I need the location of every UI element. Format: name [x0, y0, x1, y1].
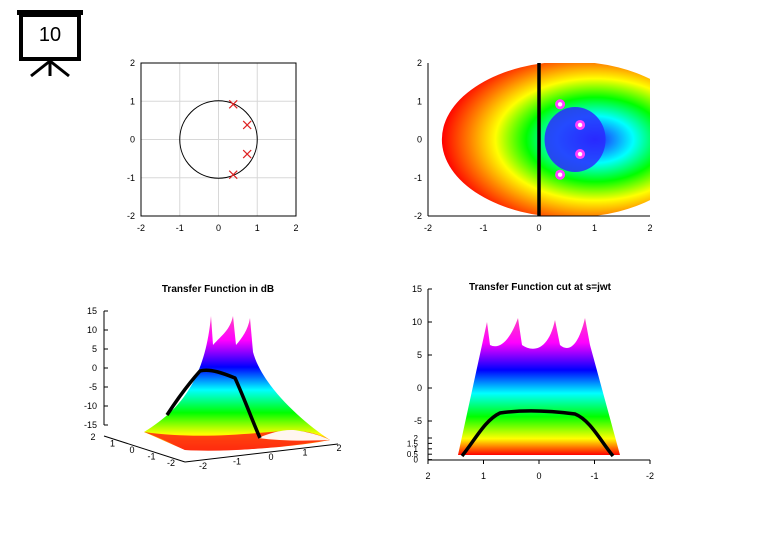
plot-frame [140, 62, 297, 217]
y-tick-label: 0 [129, 445, 134, 455]
z-tick-label: -10 [84, 401, 97, 411]
z-tick-label: 15 [87, 306, 97, 316]
chart-title: Transfer Function cut at s=jwt [469, 282, 612, 293]
cut-plot: Transfer Function cut at s=jwt151050-521… [407, 282, 654, 481]
y-tick-label: 1 [110, 439, 115, 449]
peak-point [577, 151, 583, 157]
pole-marker [242, 120, 252, 130]
pole-marker [228, 170, 238, 180]
y-tick-label: -5 [414, 416, 422, 426]
pole-stroke [242, 149, 252, 159]
z-tick-label: -5 [89, 382, 97, 392]
cut-curve [165, 368, 262, 439]
pole-marker [228, 99, 238, 109]
pole-zero-plot: -2 -1 0 1 2 -2 -1 0 1 2 [127, 58, 299, 233]
x-tick-label: 1 [302, 448, 307, 458]
z-tick-label: 0 [92, 363, 97, 373]
cut-curve [460, 409, 615, 458]
pole-stroke [228, 99, 238, 109]
surface-highlight [258, 429, 330, 441]
depth-tick-label: 1 [414, 445, 419, 454]
z-tick-label: -15 [84, 420, 97, 430]
magnitude-map: -2 -1 0 1 2 -2 -1 0 1 2 [414, 58, 653, 233]
surface-plot: Transfer Function in dB151050-5-10-15210… [84, 284, 342, 471]
x-tick-label: 0 [536, 471, 541, 481]
y-tick-label: -1 [127, 173, 135, 183]
cut-surface [458, 318, 620, 455]
x-tick-label: 0 [216, 223, 221, 233]
x-tick-label: 1 [592, 223, 597, 233]
y-tick-label: -2 [127, 211, 135, 221]
x-tick-label: -1 [233, 457, 241, 467]
y-tick-label: -1 [414, 173, 422, 183]
y-tick-label: 2 [417, 58, 422, 68]
y-tick-label: 0 [417, 383, 422, 393]
x-tick-label: -2 [137, 223, 145, 233]
peak-point [557, 102, 563, 107]
x-tick-label: -2 [424, 223, 432, 233]
z-tick-label: 5 [92, 344, 97, 354]
pole-stroke [242, 120, 252, 130]
y-tick-label: 0 [417, 135, 422, 145]
y-tick-label: -2 [167, 458, 175, 468]
x-tick-label: 1 [255, 223, 260, 233]
y-tick-label: 15 [412, 284, 422, 294]
depth-tick-label: 1.5 [407, 439, 419, 448]
peak-point [557, 172, 563, 177]
x-tick-label: -1 [176, 223, 184, 233]
unit-circle [179, 100, 258, 179]
y-tick-label: 1 [130, 96, 135, 106]
slide-number: 10 [38, 24, 62, 46]
pole-marker [242, 149, 252, 159]
x-tick-label: 2 [336, 443, 341, 453]
peak-point [577, 122, 583, 128]
y-tick-label: 5 [417, 350, 422, 360]
y-tick-label: 2 [90, 432, 95, 442]
depth-tick-label: 0.5 [407, 450, 419, 459]
x-tick-label: 1 [481, 471, 486, 481]
x-tick-label: 0 [268, 452, 273, 462]
pole-stroke [228, 170, 238, 180]
x-tick-label: -2 [646, 471, 654, 481]
x-tick-label: -1 [479, 223, 487, 233]
x-tick-label: 0 [536, 223, 541, 233]
x-axis [184, 443, 339, 463]
y-tick-label: 1 [417, 96, 422, 106]
x-tick-label: 2 [293, 223, 298, 233]
chart-title: Transfer Function in dB [162, 284, 274, 295]
x-tick-label: -2 [199, 461, 207, 471]
y-tick-label: -1 [147, 452, 155, 462]
x-tick-label: -1 [590, 471, 598, 481]
y-axis [103, 435, 186, 463]
y-tick-label: 0 [130, 135, 135, 145]
y-tick-label: 2 [130, 58, 135, 68]
presentation-icon: 10 [17, 10, 83, 78]
y-tick-label: 10 [412, 317, 422, 327]
depth-tick-label: 0 [414, 456, 419, 465]
x-tick-label: 2 [647, 223, 652, 233]
heatmap-field [441, 63, 650, 216]
z-tick-label: 10 [87, 325, 97, 335]
depth-tick-label: 2 [414, 434, 419, 443]
x-tick-label: 2 [425, 471, 430, 481]
y-tick-label: -2 [414, 211, 422, 221]
heatmap-core [544, 106, 606, 173]
